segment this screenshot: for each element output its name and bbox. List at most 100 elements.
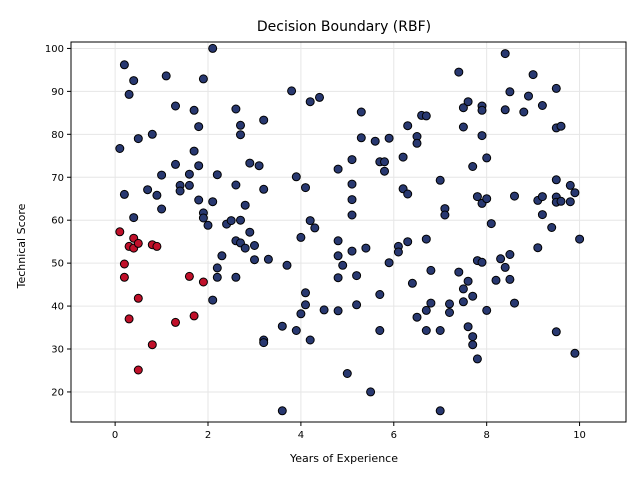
point-class1-97 [380, 166, 389, 176]
point-class1-3 [124, 89, 134, 99]
y-tick-label-7: 90 [51, 87, 64, 98]
point-class1-131 [463, 97, 473, 107]
point-class1-140 [472, 354, 482, 364]
point-class1-63 [296, 232, 306, 242]
point-class1-104 [403, 121, 413, 131]
point-class1-122 [440, 210, 450, 220]
point-class1-166 [537, 192, 547, 202]
point-class1-174 [551, 327, 561, 337]
point-class1-36 [226, 216, 236, 226]
point-class1-78 [333, 306, 343, 316]
y-tick-label-0: 20 [51, 387, 64, 398]
point-class1-11 [157, 204, 167, 214]
point-class1-70 [305, 335, 315, 345]
point-class1-109 [412, 138, 422, 148]
x-tick-label-4: 8 [483, 430, 489, 441]
point-class1-7 [147, 129, 157, 139]
point-class1-176 [556, 196, 566, 206]
point-class1-142 [477, 105, 487, 115]
point-class1-179 [570, 188, 580, 198]
point-class1-167 [537, 210, 547, 220]
point-class1-113 [421, 234, 431, 244]
point-class1-138 [472, 192, 482, 202]
point-class1-105 [403, 189, 413, 199]
point-class1-72 [315, 92, 324, 102]
point-class1-85 [347, 246, 357, 256]
point-class1-150 [491, 275, 501, 285]
point-class1-177 [565, 180, 575, 190]
point-class1-80 [342, 369, 352, 378]
point-class1-107 [407, 278, 417, 288]
point-class1-65 [301, 183, 310, 193]
point-class1-154 [500, 262, 510, 272]
point-class1-31 [212, 170, 222, 180]
point-class1-61 [291, 172, 301, 182]
point-class1-51 [254, 161, 264, 171]
point-class1-33 [212, 272, 222, 282]
point-class1-49 [250, 241, 259, 250]
point-class1-28 [208, 43, 218, 53]
point-class1-95 [375, 326, 385, 335]
point-class1-0 [115, 144, 125, 153]
point-class1-71 [310, 223, 320, 233]
y-axis-label: Technical Score [15, 203, 28, 289]
point-class1-115 [421, 326, 431, 335]
axis-ticks: 0 2 4 6 8 10 20 30 40 50 60 70 80 90 100 [45, 44, 586, 441]
x-axis-label: Years of Experience [289, 452, 398, 465]
point-class1-96 [380, 157, 389, 167]
point-class1-132 [463, 276, 473, 286]
point-class1-125 [454, 67, 464, 77]
point-class1-82 [347, 179, 357, 189]
point-class1-147 [482, 194, 492, 204]
point-class1-178 [565, 197, 575, 207]
point-class1-112 [421, 111, 431, 121]
x-tick-label-1: 2 [205, 430, 211, 441]
point-class1-102 [398, 152, 408, 162]
point-class1-136 [468, 332, 478, 342]
point-class1-98 [384, 133, 394, 143]
point-class1-29 [208, 197, 218, 207]
x-tick-label-0: 0 [112, 430, 118, 441]
point-class0-11 [147, 340, 157, 350]
point-class1-4 [129, 76, 139, 86]
point-class1-45 [240, 200, 250, 210]
point-class1-68 [305, 97, 315, 107]
point-class1-89 [356, 133, 366, 143]
point-class1-60 [287, 86, 297, 96]
y-tick-label-8: 100 [45, 44, 64, 55]
point-class1-143 [477, 131, 487, 141]
point-class1-19 [189, 105, 199, 115]
point-class1-106 [403, 237, 413, 247]
point-class1-114 [421, 305, 431, 315]
point-class1-145 [477, 257, 487, 267]
point-class1-32 [212, 263, 222, 273]
point-class1-99 [384, 258, 394, 268]
point-class1-94 [375, 290, 385, 299]
point-class1-155 [505, 87, 515, 97]
point-class1-17 [184, 169, 194, 179]
point-class0-14 [184, 271, 194, 281]
point-class1-27 [203, 220, 213, 230]
point-class1-110 [412, 312, 422, 322]
point-class1-69 [305, 216, 315, 226]
point-class1-81 [347, 155, 357, 165]
point-class1-86 [352, 271, 362, 281]
point-class1-180 [570, 348, 580, 358]
point-class1-66 [301, 288, 310, 298]
point-class1-67 [301, 300, 310, 310]
point-class0-8 [133, 293, 143, 303]
point-class1-127 [458, 103, 468, 113]
point-class1-157 [505, 274, 515, 284]
point-class1-175 [556, 121, 566, 131]
y-tick-label-4: 60 [51, 216, 64, 227]
point-class1-148 [482, 305, 492, 315]
point-class1-23 [194, 195, 204, 205]
point-class1-43 [236, 215, 245, 225]
chart-title: Decision Boundary (RBF) [257, 19, 431, 35]
point-class1-12 [161, 71, 171, 81]
point-class1-5 [129, 213, 139, 223]
point-class1-88 [356, 107, 366, 117]
point-class1-158 [510, 191, 519, 201]
point-class1-50 [250, 255, 259, 265]
